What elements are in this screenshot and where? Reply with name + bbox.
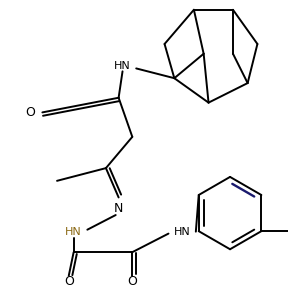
- Text: O: O: [127, 275, 137, 288]
- Text: N: N: [114, 202, 123, 215]
- Text: O: O: [64, 275, 74, 288]
- Text: HN: HN: [174, 227, 191, 237]
- Text: HN: HN: [114, 61, 131, 71]
- Text: O: O: [26, 106, 36, 119]
- Text: HN: HN: [65, 227, 82, 237]
